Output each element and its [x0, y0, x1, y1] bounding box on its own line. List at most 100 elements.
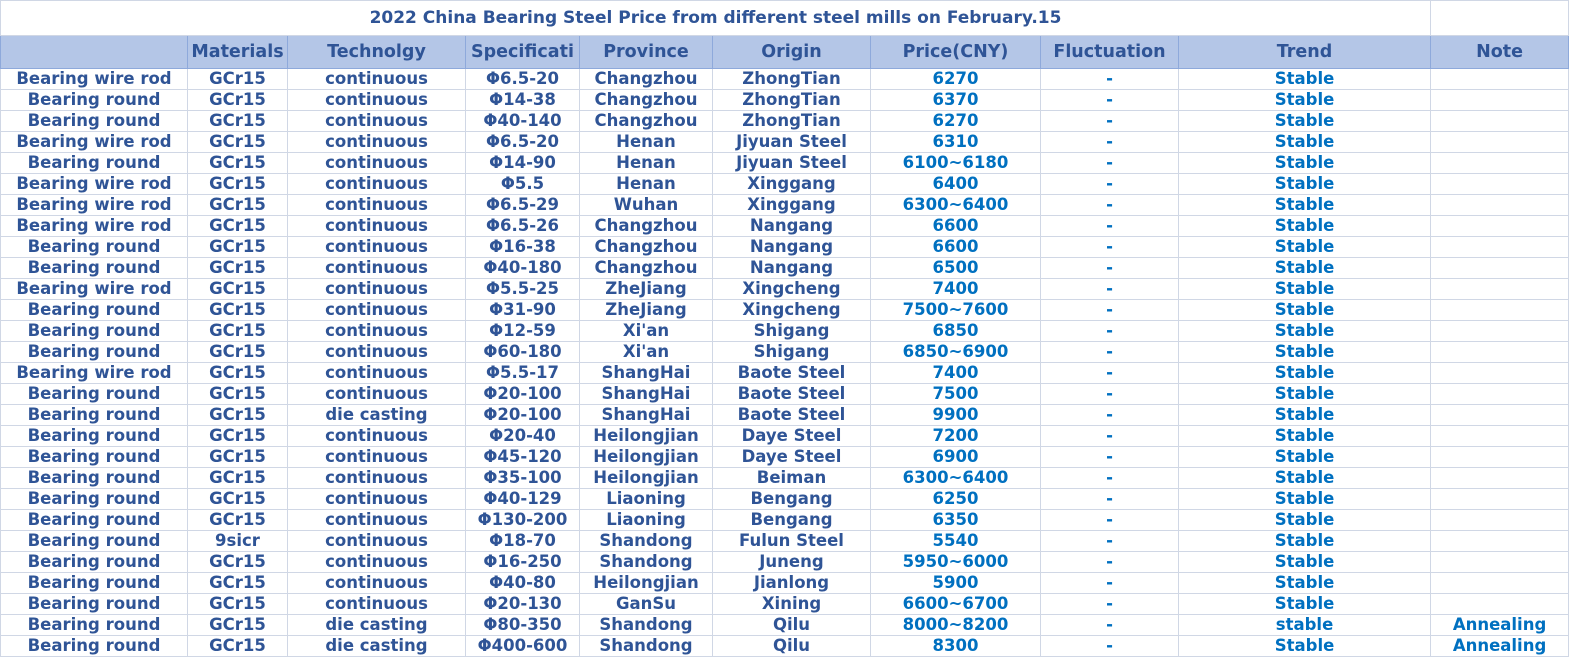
table-cell: Bearing round [0, 614, 188, 636]
column-header: Fluctuation [1040, 35, 1179, 69]
table-row: Bearing round GCr15 continuous Φ35-100 Heilo… [0, 467, 1570, 489]
table-cell: 8300 [870, 635, 1041, 657]
table-cell: die casting [287, 404, 466, 426]
table-cell: - [1040, 299, 1179, 321]
table-cell: - [1040, 341, 1179, 363]
table-cell: GCr15 [187, 383, 288, 405]
table-cell: Bearing round [0, 383, 188, 405]
table-cell: Shigang [712, 320, 871, 342]
table-cell: Φ5.5-17 [465, 362, 580, 384]
table-cell: Stable [1177, 383, 1432, 405]
empty-cell [1430, 551, 1570, 573]
table-cell: continuous [287, 299, 466, 321]
table-cell: GCr15 [187, 236, 288, 258]
table-cell: Φ60-180 [465, 341, 580, 363]
table-cell: Changzhou [579, 215, 713, 237]
table-cell: Φ40-129 [465, 488, 580, 510]
table-cell: GCr15 [187, 572, 288, 594]
table-cell: Stable [1177, 530, 1432, 552]
table-cell: ZhongTian [712, 110, 871, 132]
table-cell: - [1040, 152, 1179, 174]
table-cell: Changzhou [579, 110, 713, 132]
empty-cell [1430, 299, 1570, 321]
table-cell: Stable [1177, 425, 1432, 447]
table-cell: continuous [287, 110, 466, 132]
column-header: Technolgy [287, 35, 466, 69]
table-cell: 6300~6400 [870, 194, 1041, 216]
table-cell: 9900 [870, 404, 1041, 426]
table-cell: Stable [1177, 320, 1432, 342]
table-cell: Φ400-600 [465, 635, 580, 657]
empty-cell [1430, 68, 1570, 90]
table-cell: - [1040, 404, 1179, 426]
title-row: 2022 China Bearing Steel Price from diff… [0, 0, 1570, 36]
table-row: Bearing round GCr15 continuous Φ40-140 Chang… [0, 110, 1570, 132]
empty-cell [1430, 509, 1570, 531]
table-cell: Bearing wire rod [0, 68, 188, 90]
table-cell: Bearing round [0, 593, 188, 615]
table-cell: - [1040, 110, 1179, 132]
table-cell: continuous [287, 530, 466, 552]
table-cell: - [1040, 446, 1179, 468]
table-cell: Bearing wire rod [0, 278, 188, 300]
table-cell: Nangang [712, 236, 871, 258]
table-cell: Φ6.5-20 [465, 131, 580, 153]
table-cell: Bearing round [0, 299, 188, 321]
table-cell: Henan [579, 152, 713, 174]
table-cell: - [1040, 320, 1179, 342]
table-cell: Stable [1177, 278, 1432, 300]
table-cell: Φ35-100 [465, 467, 580, 489]
table-cell: Changzhou [579, 236, 713, 258]
table-cell: Φ20-100 [465, 383, 580, 405]
column-header: Price(CNY) [870, 35, 1041, 69]
table-cell: GCr15 [187, 425, 288, 447]
column-header: Materials [187, 35, 288, 69]
empty-cell [1430, 362, 1570, 384]
table-row: Bearing round GCr15 continuous Φ14-90 Henan J… [0, 152, 1570, 174]
table-row: Bearing round GCr15 die casting Φ400-600 Sha… [0, 635, 1570, 657]
table-cell: continuous [287, 593, 466, 615]
table-cell: Stable [1177, 68, 1432, 90]
table-cell: Shandong [579, 530, 713, 552]
table-cell: continuous [287, 320, 466, 342]
table-cell: Bearing round [0, 509, 188, 531]
table-cell: continuous [287, 572, 466, 594]
table-cell: Annealing [1430, 614, 1570, 636]
table-row: Bearing round GCr15 die casting Φ20-100 Shan… [0, 404, 1570, 426]
table-cell: Wuhan [579, 194, 713, 216]
table-cell: GCr15 [187, 131, 288, 153]
table-cell: GCr15 [187, 278, 288, 300]
table-cell: Xingcheng [712, 278, 871, 300]
table-cell: - [1040, 551, 1179, 573]
table-cell: 6850~6900 [870, 341, 1041, 363]
table-cell: Φ14-38 [465, 89, 580, 111]
table-cell: Stable [1177, 341, 1432, 363]
table-row: Bearing wire rod GCr15 continuous Φ6.5-29 Wu… [0, 194, 1570, 216]
table-cell: - [1040, 530, 1179, 552]
table-row: Bearing round GCr15 die casting Φ80-350 Shan… [0, 614, 1570, 636]
table-cell: ShangHai [579, 383, 713, 405]
table-cell: Shandong [579, 551, 713, 573]
table-row: Bearing wire rod GCr15 continuous Φ6.5-20 Ch… [0, 68, 1570, 90]
table-cell: 9sicr [187, 530, 288, 552]
table-cell: GCr15 [187, 257, 288, 279]
table-cell: continuous [287, 383, 466, 405]
table-cell: Stable [1177, 446, 1432, 468]
table-cell: continuous [287, 551, 466, 573]
table-row: Bearing round GCr15 continuous Φ14-38 Changz… [0, 89, 1570, 111]
table-cell: continuous [287, 194, 466, 216]
table-cell: GCr15 [187, 173, 288, 195]
table-cell: continuous [287, 446, 466, 468]
table-cell: Jiyuan Steel [712, 152, 871, 174]
table-cell: Jiyuan Steel [712, 131, 871, 153]
table-row: Bearing round GCr15 continuous Φ40-80 Heilon… [0, 572, 1570, 594]
table-row: Bearing round GCr15 continuous Φ20-130 GanSu… [0, 593, 1570, 615]
table-cell: 6900 [870, 446, 1041, 468]
table-cell: Xi'an [579, 320, 713, 342]
empty-cell [1430, 0, 1570, 36]
table-cell: 7400 [870, 362, 1041, 384]
table-cell: 5900 [870, 572, 1041, 594]
table-cell: die casting [287, 635, 466, 657]
table-cell: Henan [579, 131, 713, 153]
